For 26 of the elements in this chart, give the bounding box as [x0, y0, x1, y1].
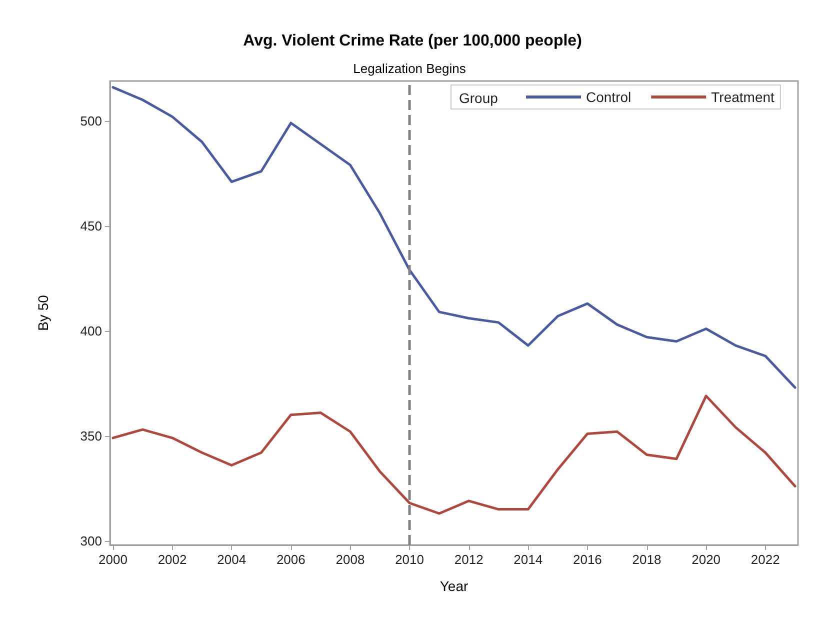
line-series	[112, 86, 796, 389]
x-tick-label: 2018	[632, 552, 662, 567]
y-axis-title: By 50	[35, 294, 51, 331]
chart-title: Avg. Violent Crime Rate (per 100,000 people)	[243, 32, 582, 50]
x-tick-label: 2000	[98, 552, 128, 567]
line-series	[112, 394, 796, 515]
x-tick-label: 2006	[276, 552, 306, 567]
y-tick-label: 450	[80, 218, 102, 234]
legend-title: Group	[459, 90, 498, 106]
x-tick-label: 2020	[692, 552, 721, 567]
ref-line-label: Legalization Begins	[353, 61, 466, 76]
x-tick-label: 2010	[395, 552, 424, 567]
x-tick-label: 2012	[454, 552, 484, 567]
legend-label: Control	[586, 89, 632, 105]
y-tick-label: 300	[80, 533, 102, 548]
x-tick-label: 2022	[750, 552, 780, 567]
x-axis-title: Year	[440, 578, 468, 594]
x-tick-label: 2002	[158, 552, 187, 567]
y-tick-label: 500	[80, 113, 102, 128]
x-tick-label: 2004	[217, 552, 246, 567]
x-tick-label: 2016	[572, 552, 602, 567]
y-tick-label: 400	[80, 323, 102, 338]
legend-label: Treatment	[711, 89, 775, 105]
x-tick-label: 2014	[514, 552, 543, 567]
x-tick-label: 2008	[336, 552, 365, 567]
y-tick-label: 350	[80, 428, 102, 444]
